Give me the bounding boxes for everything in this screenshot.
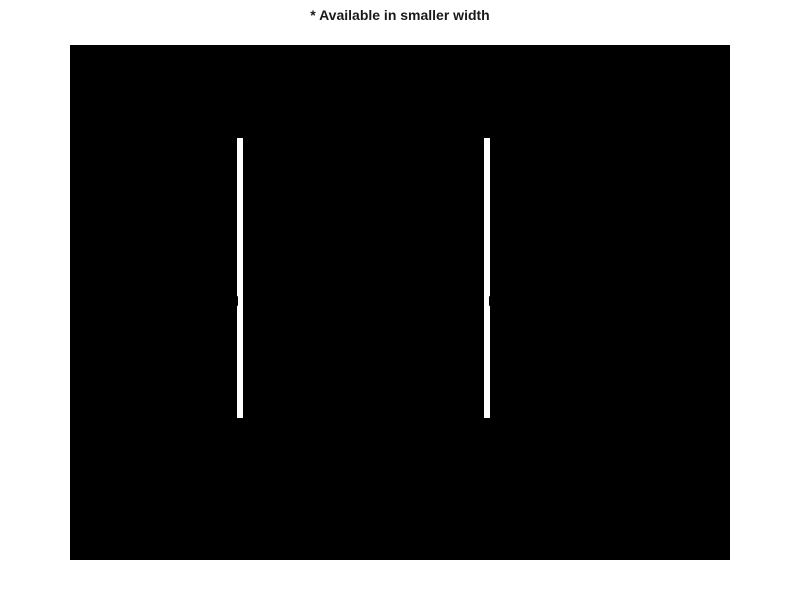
boundary-bar-left [237, 138, 243, 418]
caption-text: * Available in smaller width [0, 7, 800, 23]
black-panel [70, 45, 730, 560]
diagram-root: * Available in smaller width [0, 0, 800, 600]
boundary-bar-right [484, 138, 490, 418]
